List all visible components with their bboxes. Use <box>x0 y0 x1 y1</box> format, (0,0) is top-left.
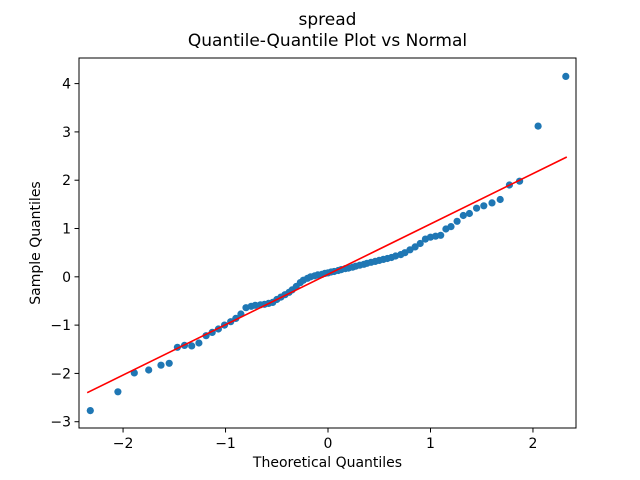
y-tick-label: −1 <box>50 318 71 334</box>
data-point <box>165 359 173 367</box>
x-tick-label: 0 <box>324 436 333 452</box>
data-point <box>437 231 445 239</box>
x-tick-label: 1 <box>426 436 435 452</box>
data-point <box>488 199 496 207</box>
data-point <box>453 217 461 225</box>
y-tick-label: −2 <box>50 366 71 382</box>
y-tick-label: 1 <box>62 222 71 238</box>
data-point <box>473 204 481 212</box>
y-axis-ticks: −3 −2 −1 0 1 2 3 4 <box>50 77 79 431</box>
data-point <box>86 407 94 415</box>
data-point <box>496 195 504 204</box>
data-point <box>195 339 203 347</box>
x-tick-label: −2 <box>113 436 134 452</box>
chart-title-line-1: spread <box>299 10 357 30</box>
data-point <box>188 342 196 350</box>
data-point <box>447 223 455 231</box>
y-axis-label: Sample Quantiles <box>28 181 44 304</box>
data-point <box>562 72 570 80</box>
data-point <box>459 211 467 220</box>
y-tick-label: 0 <box>62 270 71 286</box>
axes-frame <box>78 57 577 429</box>
data-point <box>114 388 122 396</box>
data-point <box>465 209 473 218</box>
x-axis-label: Theoretical Quantiles <box>252 455 402 471</box>
data-point <box>145 366 153 374</box>
x-tick-label: 2 <box>528 436 537 452</box>
y-tick-label: 2 <box>62 173 71 189</box>
data-point <box>411 243 419 251</box>
x-axis-ticks: −2 −1 0 1 2 <box>113 428 537 452</box>
reference-line <box>86 156 568 394</box>
chart-title-line-2: Quantile-Quantile Plot vs Normal <box>188 31 467 51</box>
scatter-series <box>86 72 570 415</box>
data-point <box>534 122 542 130</box>
y-tick-label: 4 <box>62 77 71 93</box>
y-tick-label: −3 <box>50 415 71 431</box>
x-tick-label: −1 <box>215 436 236 452</box>
data-point <box>480 202 488 210</box>
y-tick-label: 3 <box>62 125 71 141</box>
data-point <box>157 361 165 369</box>
data-point <box>416 239 424 248</box>
reference-line-series <box>86 156 568 394</box>
